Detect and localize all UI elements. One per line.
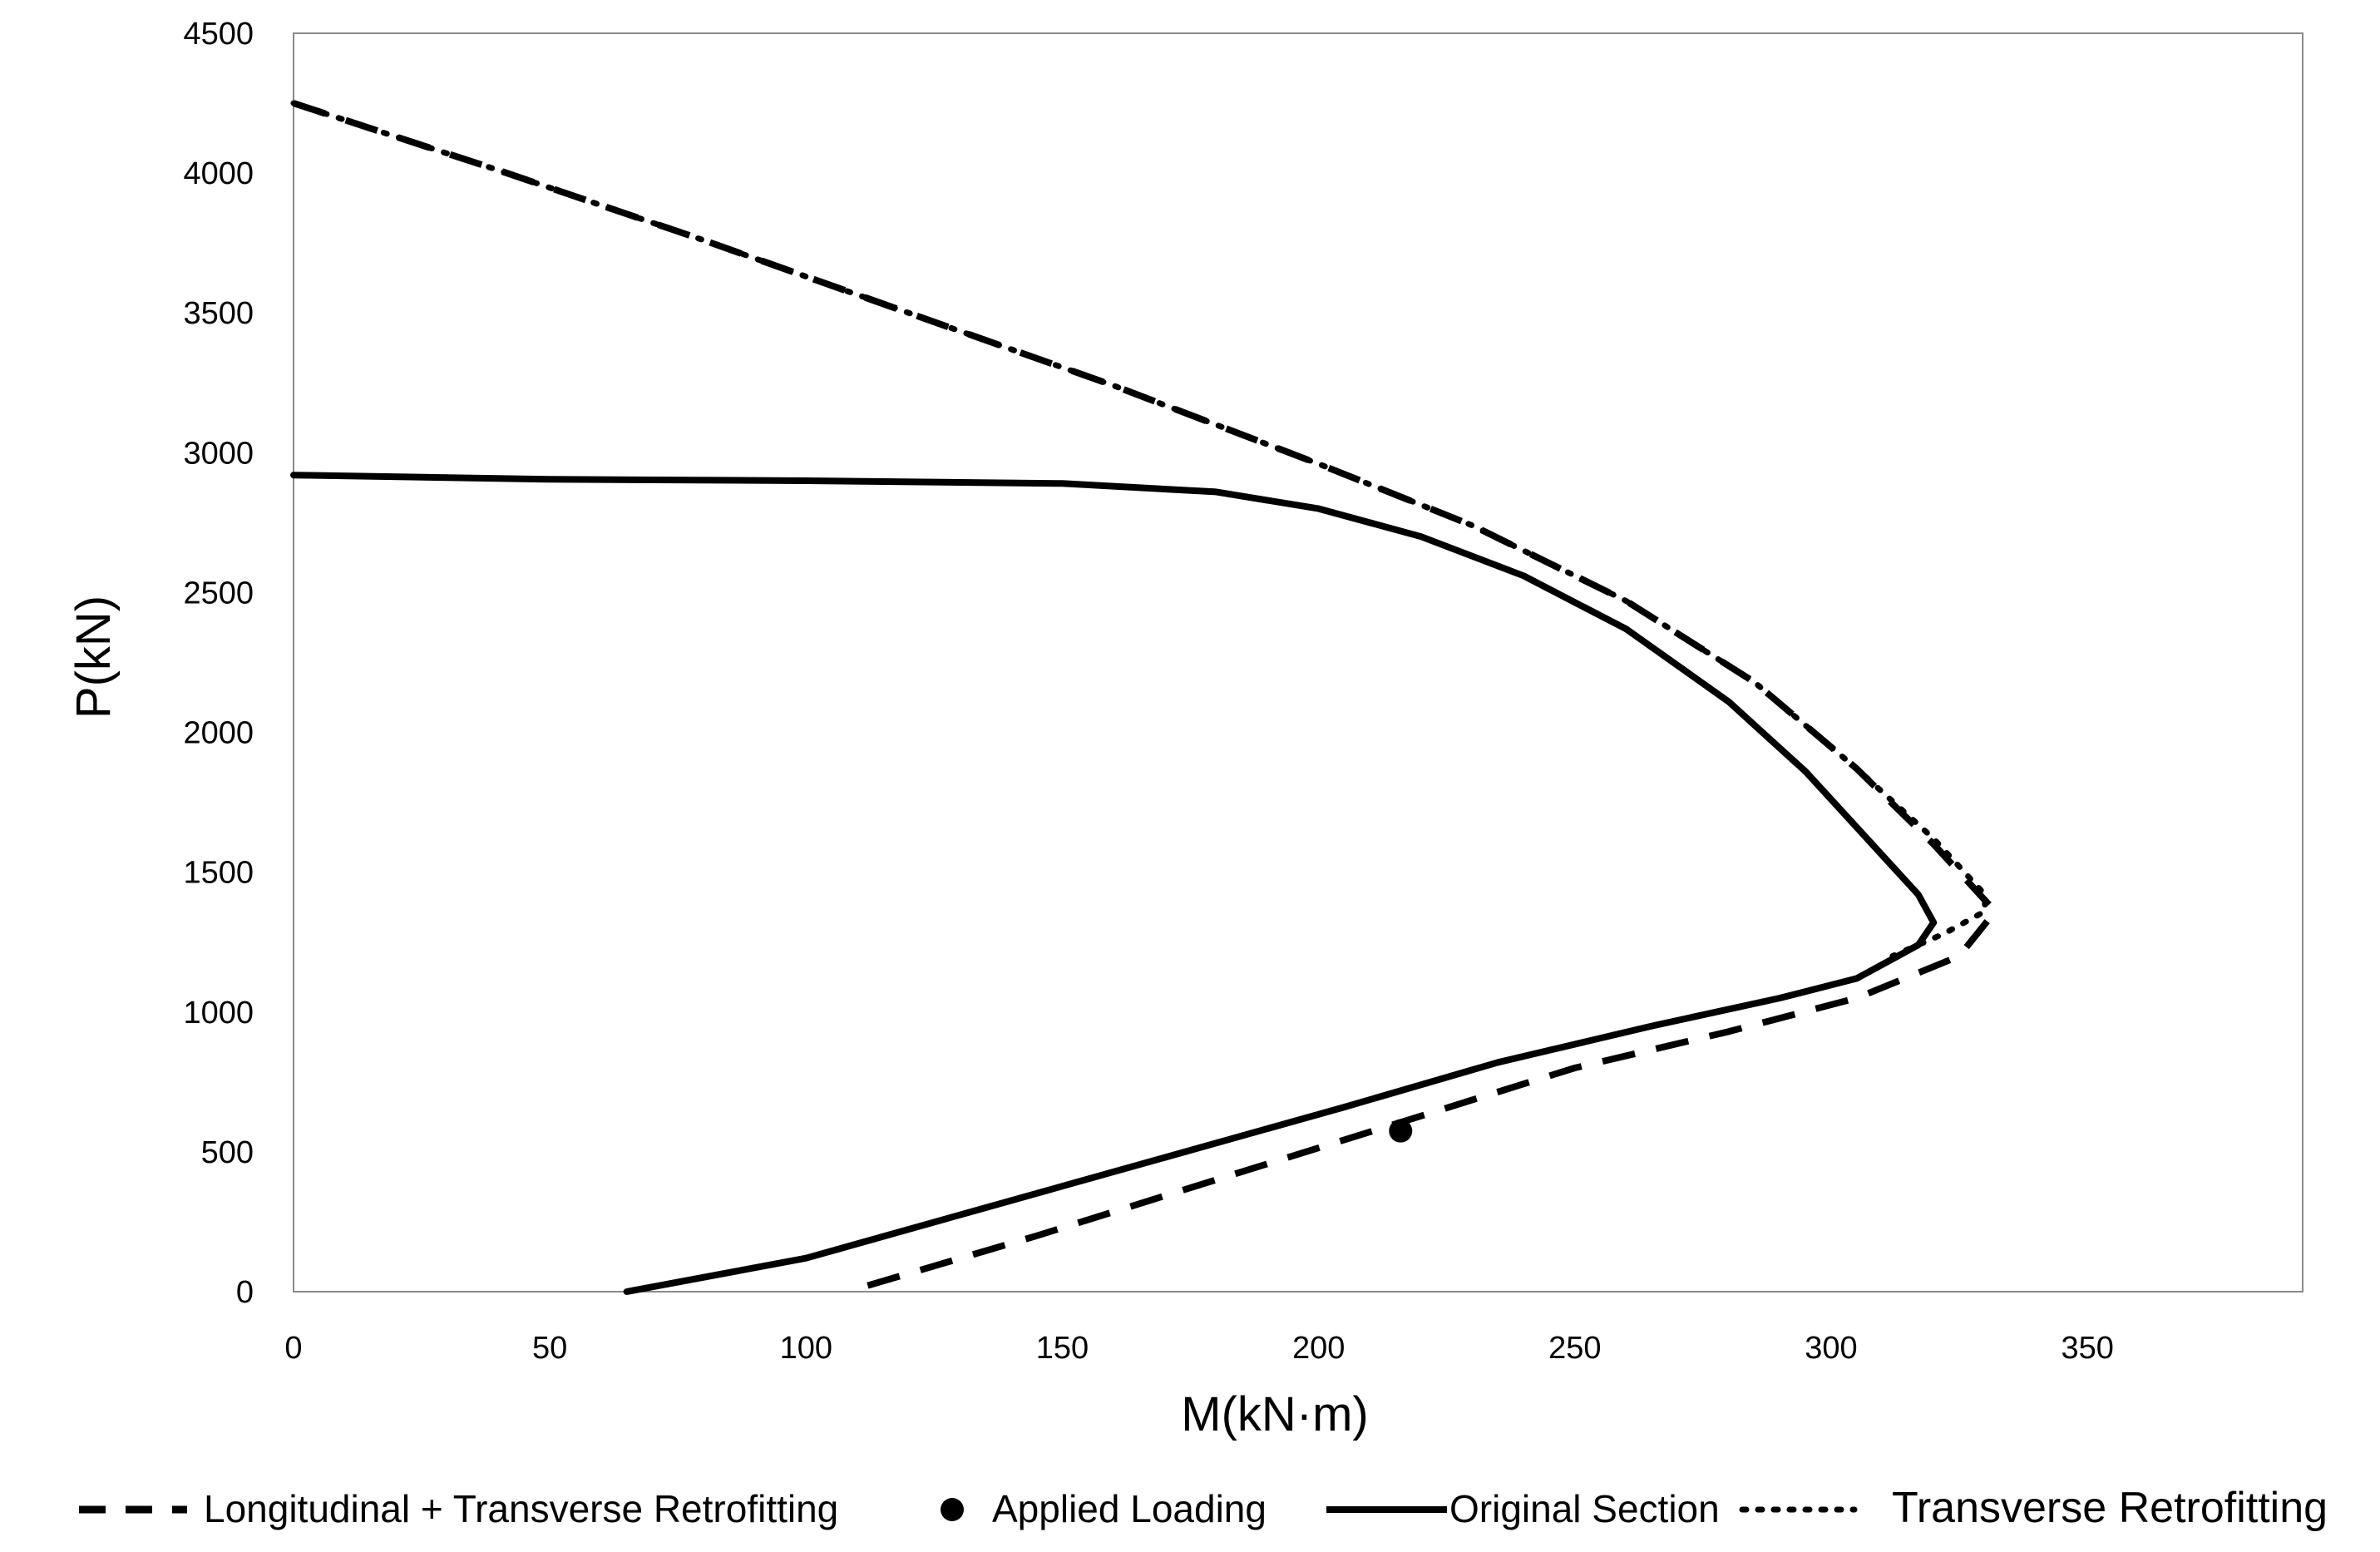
y-tick-label: 2000 xyxy=(183,716,254,751)
plot-area-frame xyxy=(293,32,2303,1293)
y-tick-label: 4000 xyxy=(183,156,254,191)
legend-label-longitudinal-transverse: Longitudinal + Transverse Retrofitting xyxy=(204,1487,838,1530)
y-tick-label: 4500 xyxy=(183,17,254,52)
x-tick-label: 50 xyxy=(532,1331,567,1366)
y-tick-label: 0 xyxy=(236,1275,254,1310)
series-line-longitudinal-transverse-retrofitting xyxy=(292,100,1999,1295)
legend-label-transverse-retrofitting: Transverse Retrofitting xyxy=(1892,1484,2328,1532)
y-tick-label: 1000 xyxy=(183,996,254,1031)
x-tick-label: 150 xyxy=(1036,1331,1089,1366)
legend: Longitudinal + Transverse Retrofitting A… xyxy=(79,1484,2328,1532)
x-tick-label: 0 xyxy=(284,1331,302,1366)
applied-loading-point xyxy=(1389,1119,1413,1143)
y-axis-title: P(kN) xyxy=(67,596,121,719)
x-tick-label: 300 xyxy=(1805,1331,1857,1366)
series-line-transverse-retrofitting xyxy=(290,100,1988,959)
x-axis-title: M(kN·m) xyxy=(1181,1387,1368,1441)
x-tick-label: 100 xyxy=(780,1331,832,1366)
series-layer xyxy=(290,100,1999,1295)
y-tick-label: 1500 xyxy=(183,856,254,891)
y-tick-label: 500 xyxy=(201,1135,254,1170)
legend-label-original-section: Original Section xyxy=(1449,1487,1720,1530)
y-tick-label: 3500 xyxy=(183,296,254,331)
x-tick-label: 350 xyxy=(2061,1331,2113,1366)
x-tick-label: 250 xyxy=(1548,1331,1601,1366)
x-axis-ticks: 0 50 100 150 200 250 300 350 xyxy=(284,1331,2113,1366)
y-tick-label: 3000 xyxy=(183,436,254,471)
legend-label-applied-loading: Applied Loading xyxy=(992,1487,1267,1530)
y-tick-label: 2500 xyxy=(183,576,254,610)
series-line-original-section xyxy=(290,472,1938,1295)
x-tick-label: 200 xyxy=(1292,1331,1345,1366)
legend-swatch-applied-loading xyxy=(941,1498,964,1521)
y-axis-ticks: 0 500 1000 1500 2000 2500 3000 3500 4000 4500 xyxy=(183,17,254,1310)
